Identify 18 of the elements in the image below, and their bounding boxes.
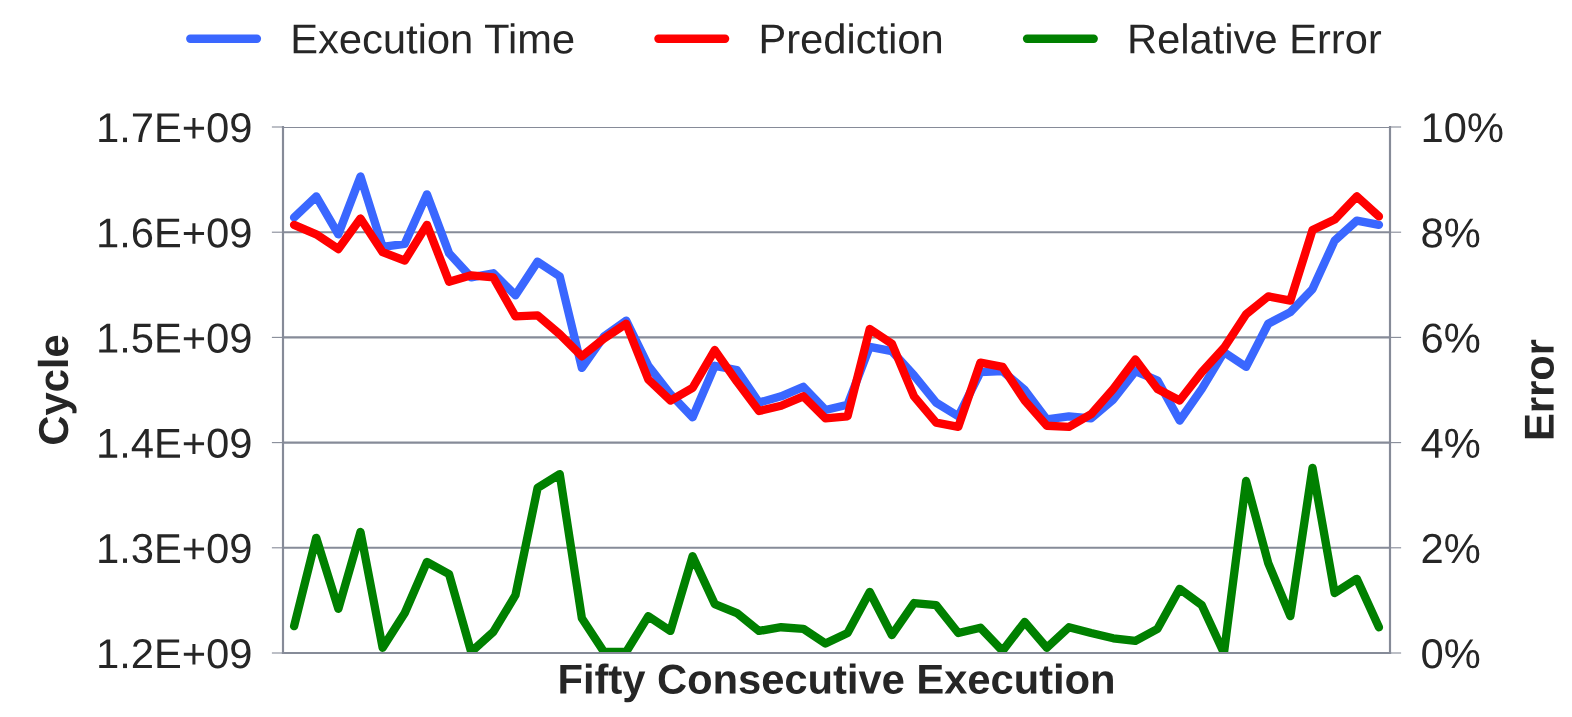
x-axis-title: Fifty Consecutive Execution (560, 663, 1113, 703)
y-tick-label: 1.4E+09 (99, 428, 251, 459)
y-tick-label: 1.3E+09 (99, 533, 251, 564)
y-axis-title: Cycle (37, 335, 77, 444)
y2-axis-title: Error (1524, 339, 1554, 439)
y2-tick-label: 4% (1421, 428, 1480, 458)
y2-tick-label: 2% (1422, 533, 1480, 564)
y2-tick-label: 6% (1422, 323, 1480, 353)
y2-tick-label: 0% (1422, 639, 1480, 669)
legend-label: Relative Error (1130, 23, 1382, 54)
legend-label: Execution Time (293, 23, 574, 54)
y2-tick-label: 10% (1423, 113, 1503, 143)
y-tick-label: 1.2E+09 (99, 639, 251, 669)
legend-label: Prediction (761, 23, 942, 54)
y-tick-label: 1.6E+09 (99, 218, 251, 248)
y-tick-label: 1.5E+09 (99, 323, 251, 353)
y-tick-label: 1.7E+09 (99, 113, 251, 143)
y2-tick-label: 8% (1422, 218, 1480, 248)
